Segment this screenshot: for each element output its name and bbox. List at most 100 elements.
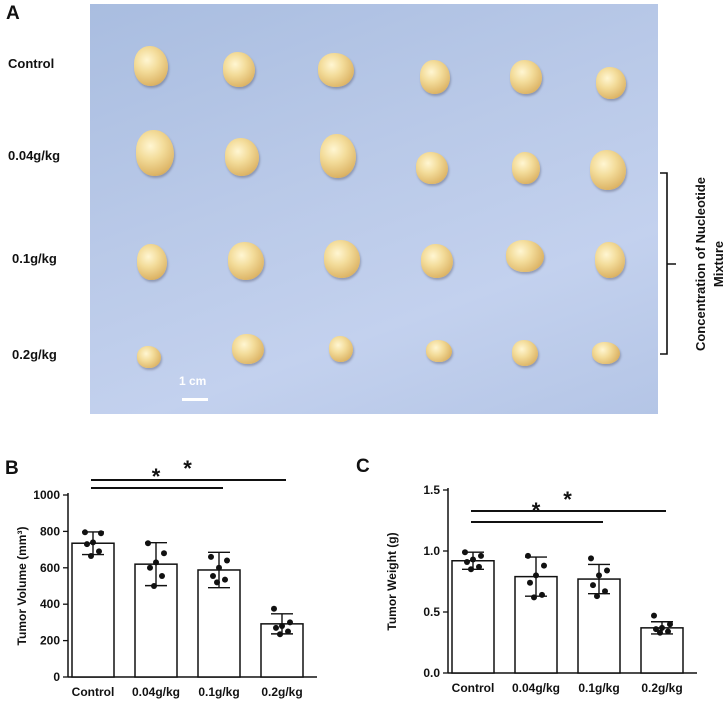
tumor-specimen <box>137 346 161 368</box>
data-point <box>667 621 673 628</box>
y-tick-label: 200 <box>40 634 60 648</box>
row-label-0-1: 0.1g/kg <box>12 251 57 266</box>
y-axis-label: Tumor Weight (g) <box>385 532 399 630</box>
bar <box>71 542 115 678</box>
data-point <box>590 582 596 589</box>
x-tick-label: 0.04g/kg <box>512 681 560 695</box>
tumor-photo: 1 cm <box>90 4 658 414</box>
scale-bar-label: 1 cm <box>179 374 207 388</box>
data-point <box>594 593 600 600</box>
data-point <box>84 541 90 548</box>
panel-b-letter: B <box>5 458 19 479</box>
row-label-0-04: 0.04g/kg <box>8 148 61 163</box>
data-point <box>287 619 293 626</box>
tumor-specimen <box>137 244 167 280</box>
tumor-specimen <box>320 134 356 178</box>
tumor-specimen <box>506 240 544 272</box>
y-tick-label: 400 <box>40 597 60 611</box>
data-point <box>476 563 482 570</box>
bar <box>451 560 495 674</box>
data-point <box>271 605 277 612</box>
tumor-specimen <box>416 152 448 184</box>
significance-star: * <box>563 487 572 512</box>
bar <box>640 627 684 674</box>
x-tick-label: Control <box>452 681 495 695</box>
data-point <box>98 530 104 537</box>
data-point <box>539 591 545 598</box>
data-point <box>462 549 468 556</box>
significance-star: * <box>183 456 192 481</box>
data-point <box>161 550 167 557</box>
bracket-label-line1: Concentration of Nucleotide <box>693 176 708 352</box>
data-point <box>653 626 659 633</box>
x-tick-label: Control <box>72 685 115 699</box>
y-tick-label: 0 <box>53 670 60 684</box>
scale-bar <box>182 398 208 401</box>
y-tick-label: 0.5 <box>423 605 440 619</box>
data-point <box>277 631 283 638</box>
tumor-specimen <box>596 67 626 99</box>
data-point <box>651 612 657 619</box>
data-point <box>151 583 157 589</box>
data-point <box>159 572 165 579</box>
y-tick-label: 600 <box>40 561 60 575</box>
tumor-specimen <box>228 242 264 280</box>
significance-star: * <box>152 464 161 489</box>
y-tick-label: 1.0 <box>423 544 440 558</box>
data-point <box>596 572 602 579</box>
x-tick-label: 0.1g/kg <box>578 681 619 695</box>
tumor-weight-chart: 0.0 0.5 1.0 1.5 Tumor Weight (g) Control 0.04g… <box>385 483 697 695</box>
data-point <box>285 628 291 635</box>
data-point <box>147 564 153 571</box>
data-point <box>588 555 594 562</box>
data-point <box>90 539 96 546</box>
data-point <box>210 572 216 579</box>
tumor-specimen <box>223 52 255 87</box>
panel-c-letter: C <box>356 456 370 477</box>
y-tick-label: 1.5 <box>423 483 440 497</box>
tumor-specimen <box>512 152 540 184</box>
data-point <box>665 628 671 635</box>
data-point <box>214 579 220 586</box>
tumor-specimen <box>420 60 450 94</box>
tumor-specimen <box>592 342 620 364</box>
data-point <box>96 548 102 555</box>
data-point <box>208 553 214 560</box>
tumor-specimen <box>426 340 452 362</box>
tumor-volume-chart: 0 200 400 600 800 1000 Tumor Volume (mm³) Contr… <box>15 456 317 699</box>
tumor-specimen <box>136 130 174 176</box>
data-point <box>279 623 285 630</box>
data-point <box>541 562 547 569</box>
data-point <box>604 567 610 574</box>
concentration-bracket <box>660 172 676 355</box>
data-point <box>153 559 159 566</box>
tumor-specimen <box>232 334 264 364</box>
tumor-specimen <box>134 46 168 86</box>
data-point <box>88 552 94 559</box>
x-tick-label: 0.04g/kg <box>132 685 180 699</box>
tumor-specimen <box>421 244 453 278</box>
tumor-specimen <box>595 242 625 278</box>
y-tick-label: 1000 <box>33 488 60 502</box>
data-point <box>273 624 279 631</box>
data-point <box>659 624 665 631</box>
data-point <box>525 552 531 559</box>
data-point <box>533 572 539 579</box>
data-point <box>478 552 484 559</box>
tumor-specimen <box>318 53 354 87</box>
data-point <box>527 579 533 586</box>
data-point <box>657 629 663 636</box>
data-point <box>602 588 608 595</box>
data-point <box>82 529 88 536</box>
x-tick-label: 0.2g/kg <box>261 685 302 699</box>
tumor-specimen <box>329 336 353 362</box>
data-point <box>222 576 228 583</box>
tumor-specimen <box>510 60 542 94</box>
y-tick-label: 0.0 <box>423 666 440 680</box>
data-point <box>224 557 230 564</box>
y-tick-label: 800 <box>40 524 60 538</box>
tumor-specimen <box>225 138 259 176</box>
bracket-label-line2: Mixture <box>711 240 726 288</box>
tumor-specimen <box>512 340 538 366</box>
y-axis-label: Tumor Volume (mm³) <box>15 527 29 646</box>
